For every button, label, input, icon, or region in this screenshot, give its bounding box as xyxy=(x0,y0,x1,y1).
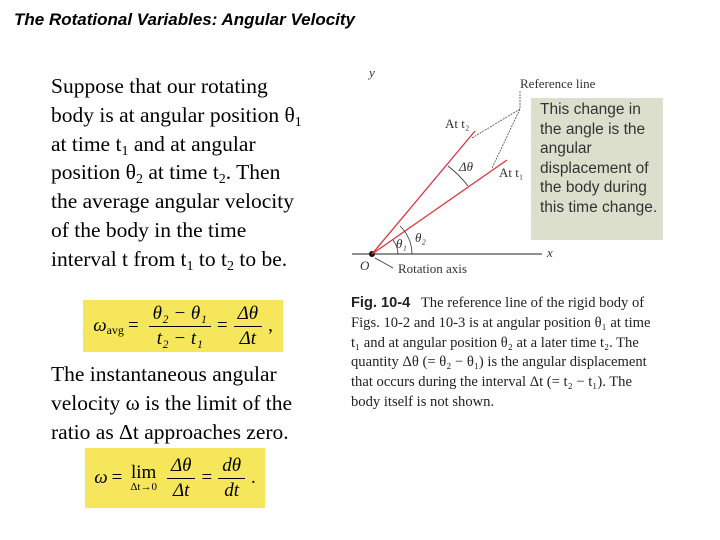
text-segment: to t xyxy=(193,246,227,271)
reference-line-t2 xyxy=(371,130,476,255)
text-segment: and at angular xyxy=(128,131,256,156)
fraction-derivative: dθ dt xyxy=(218,455,246,502)
equals: = xyxy=(201,467,213,488)
theta1-arc xyxy=(392,239,399,255)
delta-theta-arc xyxy=(447,165,469,187)
average-angular-velocity-equation: ωavg = θ₂ − θ₁ t₂ − t₁ = Δθ Δt , xyxy=(83,300,283,352)
denominator: Δt xyxy=(239,327,257,349)
paragraph-line: The instantaneous angular xyxy=(51,360,292,389)
text-segment: at time t xyxy=(142,160,219,185)
text-segment: of the body in the time xyxy=(51,217,247,242)
theta1-label: θ₁ xyxy=(396,236,407,251)
text-segment: position θ xyxy=(51,160,136,185)
text-segment: the average angular velocity xyxy=(51,189,294,214)
fraction-theta-over-t: θ₂ − θ₁ t₂ − t₁ xyxy=(148,303,211,350)
lim-subscript: Δt→0 xyxy=(130,481,157,493)
omega-symbol: ω xyxy=(93,315,107,336)
origin-label: O xyxy=(360,258,370,273)
average-velocity-paragraph: Suppose that our rotating body is at angu… xyxy=(51,72,302,274)
text-segment: . Then xyxy=(225,160,281,185)
text-segment: at time t xyxy=(51,131,122,156)
rotation-axis-label: Rotation axis xyxy=(398,261,467,276)
text-segment: The instantaneous angular xyxy=(51,362,277,386)
denominator: dt xyxy=(224,479,239,501)
y-axis-label: y xyxy=(367,65,375,80)
paragraph-line: position θ2 at time t2. Then xyxy=(51,158,302,187)
slide-title: The Rotational Variables: Angular Veloci… xyxy=(14,10,356,29)
numerator: dθ xyxy=(218,455,246,479)
fraction-delta: Δθ Δt xyxy=(233,303,263,350)
equals: = xyxy=(127,315,139,336)
reference-leader-t1 xyxy=(491,108,521,169)
denominator: t₂ − t₁ xyxy=(156,327,203,349)
avg-subscript: avg xyxy=(106,323,124,337)
numerator: Δθ xyxy=(233,303,263,327)
numerator: Δθ xyxy=(166,455,196,479)
text-segment: ratio as Δt approaches zero. xyxy=(51,419,289,444)
limit: lim Δt→0 xyxy=(130,463,157,493)
equals: = xyxy=(216,315,228,336)
equals: = xyxy=(111,467,123,488)
text-segment: Suppose that our rotating xyxy=(51,74,268,98)
paragraph-line: the average angular velocity xyxy=(51,187,302,216)
delta-theta-label: Δθ xyxy=(458,159,474,174)
subscript: 2 xyxy=(226,258,234,274)
paragraph-line: ratio as Δt approaches zero. xyxy=(51,418,292,447)
denominator: Δt xyxy=(173,479,190,501)
subscript: 1 xyxy=(121,143,129,159)
paragraph-line: of the body in the time xyxy=(51,216,302,245)
x-axis-label: x xyxy=(546,245,553,260)
t1-label: At t₁ xyxy=(499,165,523,180)
subscript: 2 xyxy=(135,172,143,188)
subscript: 2 xyxy=(218,172,226,188)
figure-label: Fig. 10-4 xyxy=(351,295,411,311)
t2-label: At t₂ xyxy=(445,116,469,131)
paragraph-line: velocity ω is the limit of the xyxy=(51,389,292,418)
theta2-label: θ₂ xyxy=(415,230,426,245)
subscript: 1 xyxy=(186,258,194,274)
text-segment: interval t from t xyxy=(51,246,187,271)
paragraph-line: at time t1 and at angular xyxy=(51,130,302,159)
reference-line-label: Reference line xyxy=(520,76,596,91)
omega-symbol: ω xyxy=(94,467,108,488)
reference-leader-t2 xyxy=(471,91,521,139)
figure-caption: Fig. 10-4 The reference line of the rigi… xyxy=(351,294,656,413)
text-segment: body is at angular position θ xyxy=(51,102,295,127)
lim-text: lim xyxy=(130,462,157,483)
period: . xyxy=(251,467,256,488)
paragraph-line: Suppose that our rotating xyxy=(51,72,302,101)
angular-displacement-note: This change in the angle is the angular … xyxy=(531,98,663,240)
text-segment: to be. xyxy=(233,246,288,271)
theta2-arc xyxy=(399,225,413,255)
subscript: 1 xyxy=(294,114,302,130)
instantaneous-velocity-paragraph: The instantaneous angular velocity ω is t… xyxy=(51,360,292,446)
paragraph-line: interval t from t1 to t2 to be. xyxy=(51,245,302,274)
comma: , xyxy=(268,315,273,336)
numerator: θ₂ − θ₁ xyxy=(148,303,211,327)
reference-line-t1 xyxy=(371,159,508,255)
paragraph-line: body is at angular position θ1 xyxy=(51,101,302,130)
caption-text: The reference line of the rigid body of … xyxy=(351,295,651,410)
rotation-axis-leader xyxy=(374,257,394,269)
fraction-delta: Δθ Δt xyxy=(166,455,196,502)
text-segment: velocity ω is the limit of the xyxy=(51,390,293,415)
instantaneous-angular-velocity-equation: ω = lim Δt→0 Δθ Δt = dθ dt . xyxy=(85,448,265,508)
